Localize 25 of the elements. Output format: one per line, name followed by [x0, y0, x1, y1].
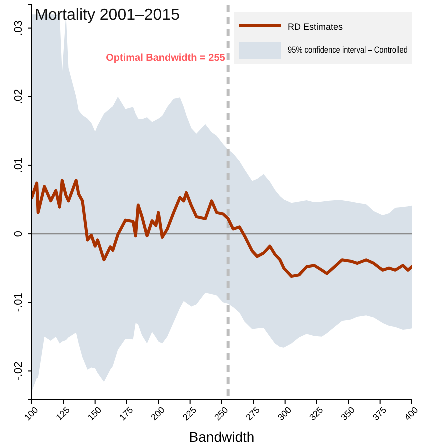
- x-tick-label: 300: [276, 405, 294, 423]
- x-tick-label: 375: [370, 405, 389, 423]
- x-tick-label: 400: [402, 405, 420, 423]
- x-tick-label: 200: [149, 405, 167, 423]
- x-tick-label: 350: [339, 405, 357, 423]
- y-tick-label: .03: [13, 20, 25, 36]
- x-tick-label: 175: [118, 405, 136, 423]
- x-axis-title: Bandwidth: [189, 429, 255, 445]
- y-tick-label: 0: [13, 230, 25, 238]
- chart-title: Mortality 2001–2015: [35, 7, 180, 24]
- x-tick-label: 100: [22, 405, 40, 423]
- x-tick-label: 125: [54, 405, 72, 423]
- x-tick-label: 150: [86, 405, 104, 423]
- x-tick-label: 275: [244, 405, 262, 423]
- y-tick-label: -.02: [13, 362, 25, 381]
- y-tick-label: -.01: [13, 293, 25, 312]
- x-tick-label: 325: [308, 405, 326, 423]
- legend-label: RD Estimates: [288, 22, 344, 32]
- y-tick-label: .01: [13, 158, 25, 174]
- line-series: [32, 179, 412, 278]
- y-tick-label: .02: [13, 89, 25, 105]
- ref-line-label: Optimal Bandwidth = 255: [106, 53, 226, 64]
- x-tick-label: 225: [180, 405, 199, 423]
- x-tick-label: 250: [212, 405, 230, 423]
- legend-label: 95% confidence interval – Controlled: [288, 45, 408, 56]
